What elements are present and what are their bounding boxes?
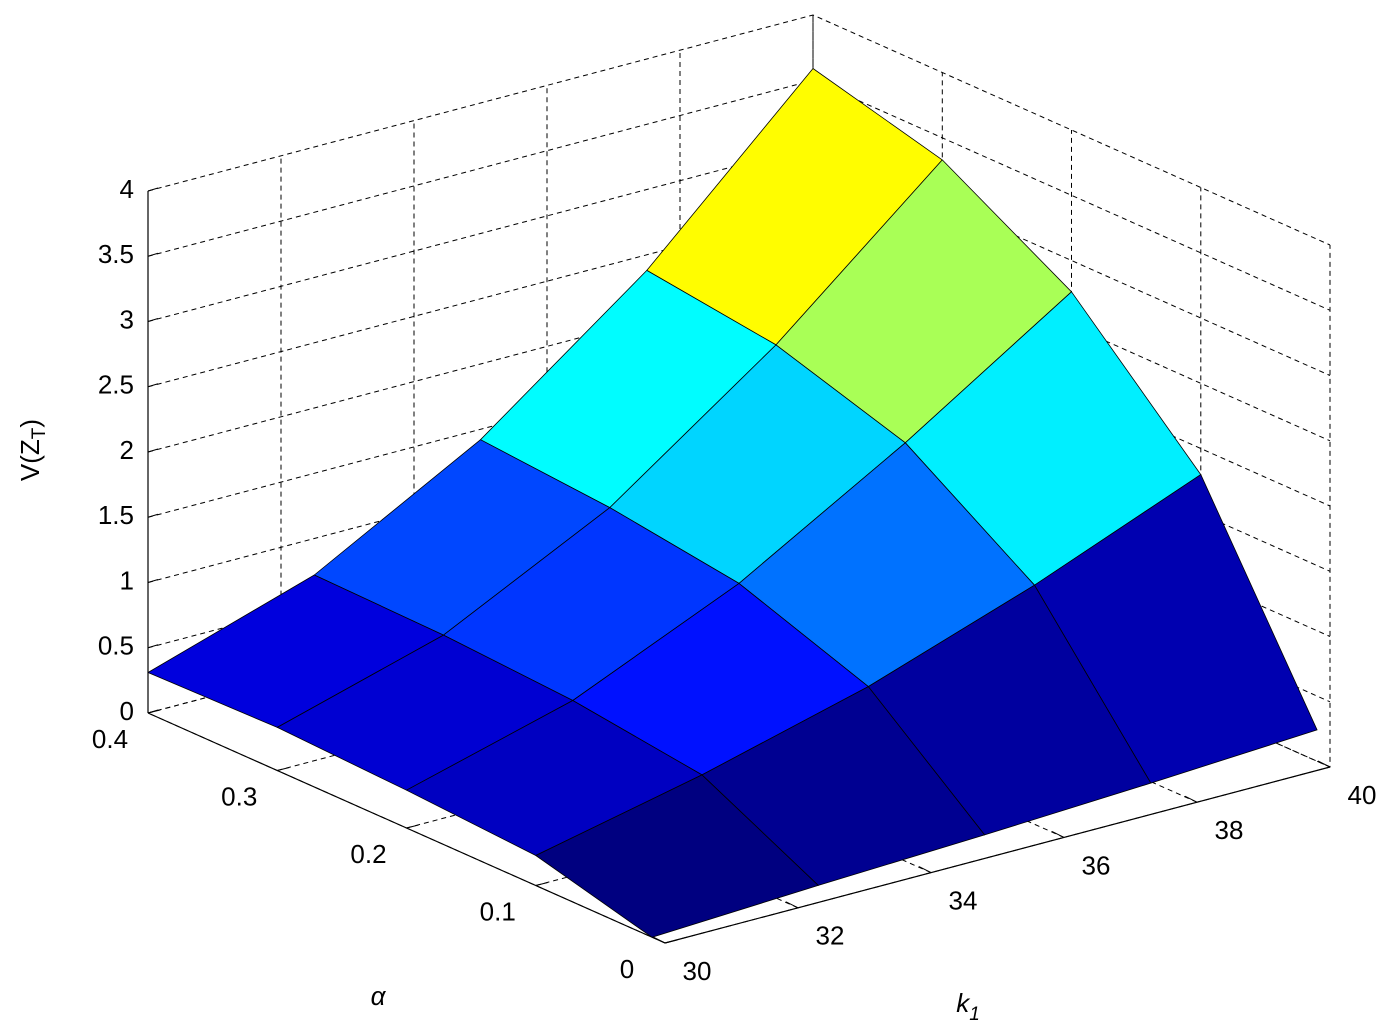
z-axis-label: V(ZT) bbox=[15, 419, 50, 481]
grid-line bbox=[280, 155, 799, 909]
z-tick bbox=[147, 187, 159, 192]
x-tick-label: 38 bbox=[1215, 815, 1244, 845]
z-tick bbox=[147, 383, 159, 388]
x-tick-label: 34 bbox=[949, 885, 978, 915]
z-tick bbox=[147, 644, 159, 649]
y-tick-label: 0.1 bbox=[480, 896, 516, 926]
z-tick-label: 0 bbox=[120, 696, 134, 726]
z-tick-label: 2 bbox=[120, 435, 134, 465]
z-tick bbox=[147, 252, 159, 257]
x-tick-label: 40 bbox=[1348, 780, 1377, 810]
z-tick bbox=[147, 448, 159, 453]
x-tick-label: 32 bbox=[816, 921, 845, 951]
z-tick-label: 3.5 bbox=[98, 239, 134, 269]
x-tick bbox=[1184, 795, 1198, 803]
z-tick bbox=[147, 318, 159, 322]
y-tick bbox=[277, 767, 290, 771]
x-tick-label: 36 bbox=[1082, 850, 1111, 880]
x-tick bbox=[1317, 760, 1331, 768]
x-tick bbox=[918, 866, 932, 874]
y-tick-label: 0.4 bbox=[92, 724, 128, 754]
z-tick-label: 0.5 bbox=[98, 631, 134, 661]
surface-face bbox=[535, 774, 819, 938]
y-axis-label: α bbox=[371, 981, 387, 1011]
z-tick-label: 4 bbox=[120, 174, 134, 204]
z-tick-label: 1 bbox=[120, 565, 134, 595]
x-tick bbox=[1051, 830, 1065, 838]
x-tick-label: 30 bbox=[683, 956, 712, 986]
z-tick-label: 2.5 bbox=[98, 370, 134, 400]
x-tick bbox=[785, 901, 799, 909]
y-tick bbox=[406, 824, 419, 829]
grid-line bbox=[679, 50, 1198, 803]
y-tick bbox=[664, 939, 678, 944]
y-tick-label: 0.2 bbox=[350, 839, 386, 869]
z-tick bbox=[147, 579, 159, 583]
grid-line bbox=[413, 120, 932, 874]
z-tick-label: 1.5 bbox=[98, 500, 134, 530]
x-axis bbox=[664, 766, 1331, 944]
grid-line bbox=[546, 85, 1065, 838]
x-tick bbox=[652, 936, 666, 944]
y-tick-label: 0 bbox=[620, 954, 634, 984]
y-tick-label: 0.3 bbox=[221, 781, 257, 811]
y-tick bbox=[147, 709, 161, 714]
x-axis-label: k1 bbox=[956, 988, 980, 1025]
z-tick-label: 3 bbox=[120, 304, 134, 334]
z-tick bbox=[147, 513, 159, 518]
y-tick bbox=[535, 882, 548, 886]
